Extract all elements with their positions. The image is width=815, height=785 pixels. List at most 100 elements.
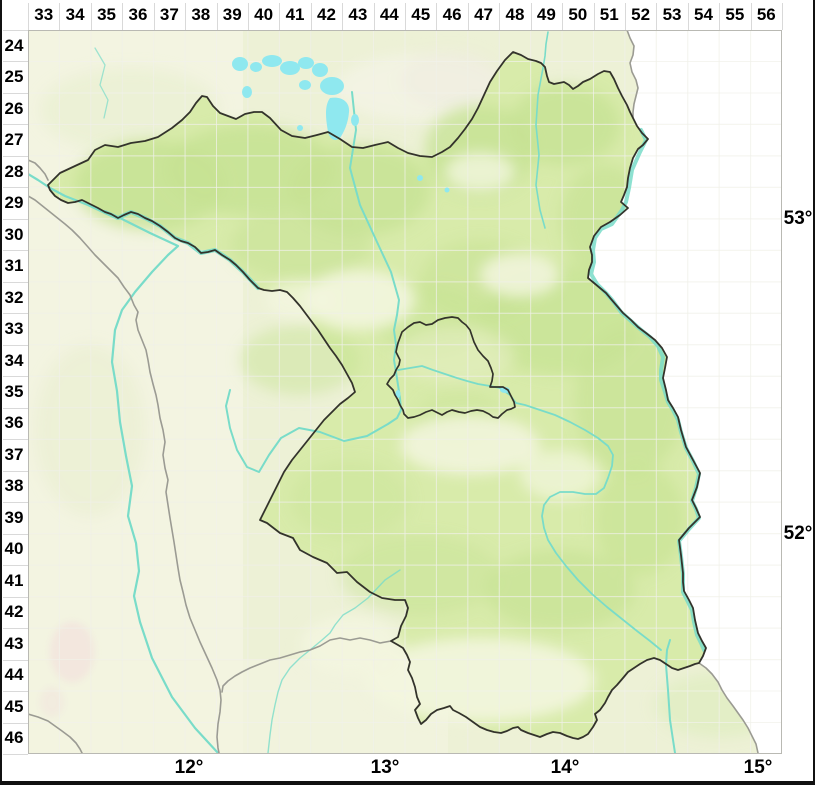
axis-separator (3, 281, 28, 283)
axis-separator (624, 3, 626, 30)
border-saxony-anhalt (28, 195, 222, 754)
left-axis-label: 44 (4, 665, 24, 685)
lake (232, 57, 248, 71)
left-axis-label: 37 (4, 444, 24, 464)
left-axis-label: 38 (4, 476, 24, 496)
axis-separator (3, 596, 28, 598)
axis-separator (122, 3, 124, 30)
lake (351, 114, 359, 126)
axis-separator (373, 3, 375, 30)
axis-separator (279, 3, 281, 30)
border-saxony-poland (698, 662, 759, 754)
top-axis (0, 0, 815, 30)
axis-separator (3, 691, 28, 693)
axis-separator (3, 470, 28, 472)
axis-separator (3, 250, 28, 252)
top-axis-label: 33 (34, 5, 54, 24)
map-canvas[interactable] (28, 30, 782, 754)
axis-separator (3, 155, 28, 157)
longitude-label: 12° (174, 757, 204, 778)
state-borders-gray (28, 30, 759, 754)
left-axis-label: 42 (4, 602, 24, 622)
lake-wannsee (395, 390, 401, 398)
lake (299, 80, 311, 90)
top-axis-label: 35 (97, 5, 116, 24)
grid-overlay (28, 30, 782, 754)
top-axis-label: 42 (316, 5, 336, 24)
axis-separator (530, 3, 532, 30)
top-axis-label: 37 (159, 5, 179, 24)
axis-separator (3, 533, 28, 535)
axis-separator (3, 754, 28, 755)
top-axis-label: 39 (222, 5, 242, 24)
axis-separator (750, 3, 752, 30)
river-spree (397, 365, 662, 651)
top-axis-label: 50 (568, 5, 588, 24)
top-axis-label: 47 (474, 5, 493, 24)
axis-separator (3, 313, 28, 315)
axis-separator (3, 407, 28, 409)
lake (312, 63, 328, 77)
berlin-border (386, 316, 516, 419)
right-axis (782, 0, 815, 785)
latitude-label: 53° (783, 208, 813, 229)
top-axis-label: 51 (599, 5, 619, 24)
axis-separator (3, 344, 28, 346)
lake (242, 86, 252, 98)
region-outside-east (588, 30, 782, 754)
left-axis-label: 27 (4, 130, 24, 150)
longitude-label: 15° (743, 757, 773, 778)
lake (444, 187, 450, 193)
top-axis-label: 40 (254, 5, 274, 24)
axis-separator (656, 3, 658, 30)
river-ucker (535, 31, 549, 229)
river-elbe (28, 172, 220, 754)
axis-separator (90, 3, 92, 30)
left-axis-label: 25 (4, 67, 24, 87)
lake-mueggelsee (500, 387, 510, 393)
terrain-forest-patches (75, 85, 685, 630)
top-axis-label: 46 (442, 5, 462, 24)
top-axis-label: 38 (191, 5, 211, 24)
axis-separator (185, 3, 187, 30)
top-axis-label: 44 (379, 5, 399, 24)
lake (250, 62, 262, 72)
top-axis-label: 34 (65, 5, 85, 24)
window-border-left (0, 0, 2, 785)
lake (417, 175, 423, 181)
left-axis-label: 24 (4, 35, 24, 55)
left-axis-label: 40 (4, 539, 24, 559)
border-mecklenburg-poland (626, 30, 639, 119)
axis-separator (687, 3, 689, 30)
axis-separator (247, 3, 249, 30)
axis-separator (3, 61, 28, 63)
lake (262, 55, 282, 67)
axis-separator (436, 3, 438, 30)
axis-separator (499, 3, 501, 30)
lake-mueritz (326, 97, 350, 140)
axis-separator (3, 30, 28, 31)
axis-separator (3, 218, 28, 220)
border-saxony-branch (221, 637, 392, 693)
map-frame (28, 30, 782, 754)
top-axis-label: 36 (128, 5, 148, 24)
axis-separator (467, 3, 469, 30)
axis-separator (59, 3, 61, 30)
left-axis-label: 30 (4, 224, 24, 244)
city-tints (40, 622, 94, 717)
axis-separator (216, 3, 218, 30)
lake (320, 77, 344, 95)
lake (297, 125, 303, 131)
left-axis-label: 36 (4, 413, 24, 433)
bottom-axis (0, 754, 815, 785)
axis-separator (3, 722, 28, 724)
top-axis-label: 52 (631, 5, 651, 24)
left-axis-label: 39 (4, 507, 24, 527)
top-axis-label: 48 (505, 5, 525, 24)
top-axis-label: 55 (725, 5, 745, 24)
top-axis-label: 45 (411, 5, 431, 24)
top-axis-label: 53 (662, 5, 682, 24)
axis-separator (562, 3, 564, 30)
lake (280, 61, 300, 75)
